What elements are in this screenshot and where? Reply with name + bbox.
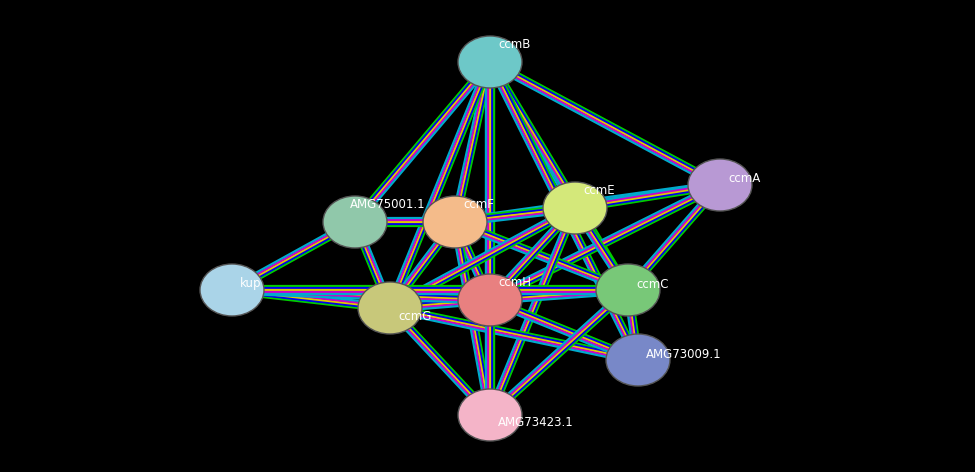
Text: AMG73009.1: AMG73009.1 xyxy=(646,347,722,361)
Text: ccmC: ccmC xyxy=(636,278,669,290)
Text: AMG73423.1: AMG73423.1 xyxy=(498,416,573,430)
Ellipse shape xyxy=(543,182,607,234)
Ellipse shape xyxy=(606,334,670,386)
Ellipse shape xyxy=(358,282,422,334)
Text: ccmA: ccmA xyxy=(728,172,761,185)
Text: kup: kup xyxy=(240,278,261,290)
Text: ccmE: ccmE xyxy=(583,184,614,196)
Ellipse shape xyxy=(323,196,387,248)
Ellipse shape xyxy=(423,196,487,248)
Text: ccmF: ccmF xyxy=(463,197,494,211)
Text: AMG75001.1: AMG75001.1 xyxy=(350,197,426,211)
Ellipse shape xyxy=(688,159,752,211)
Ellipse shape xyxy=(458,36,522,88)
Ellipse shape xyxy=(596,264,660,316)
Text: ccmG: ccmG xyxy=(398,310,431,322)
Text: ccmB: ccmB xyxy=(498,37,530,51)
Ellipse shape xyxy=(200,264,264,316)
Ellipse shape xyxy=(458,274,522,326)
Ellipse shape xyxy=(458,389,522,441)
Text: ccmH: ccmH xyxy=(498,276,531,288)
